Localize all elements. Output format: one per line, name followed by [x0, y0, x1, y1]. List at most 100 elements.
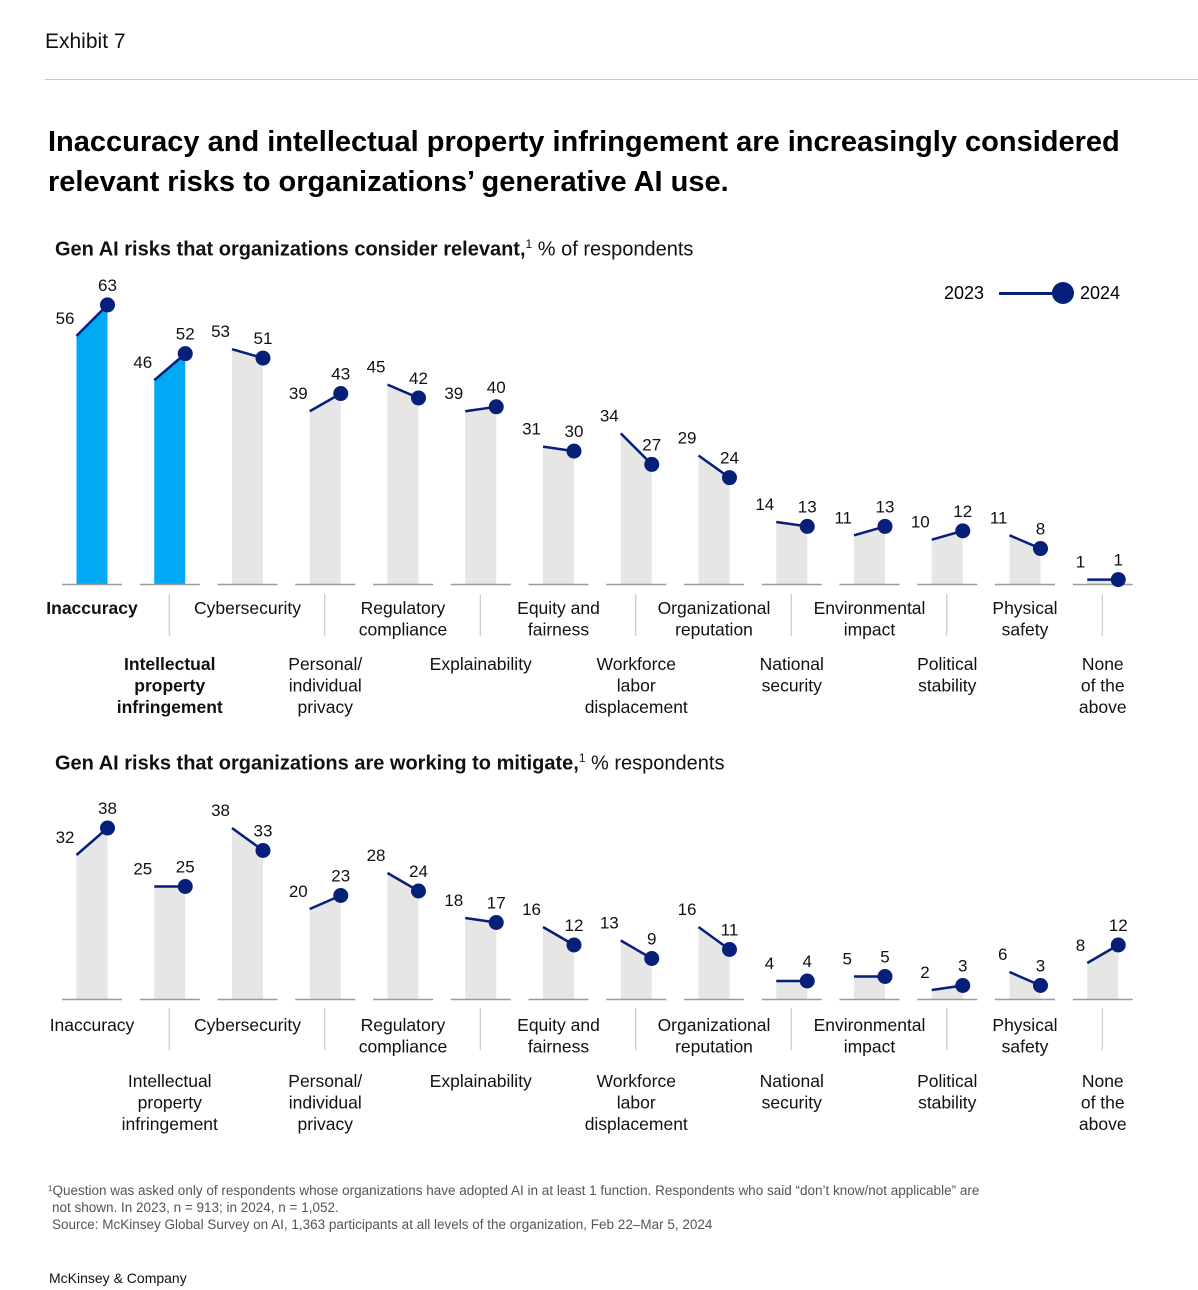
category-label-line: Physical	[992, 1015, 1057, 1035]
bar-national-security	[776, 981, 808, 999]
category-label-line: impact	[844, 1037, 896, 1057]
value-2023-intellectual-property-infringement: 25	[133, 860, 152, 879]
value-2024-none-of-the-above: 12	[1109, 916, 1128, 935]
legend-dot	[1052, 282, 1074, 304]
value-2023-none-of-the-above: 8	[1076, 936, 1085, 955]
bar-explainability	[465, 918, 497, 999]
category-label-line: reputation	[675, 1037, 753, 1057]
category-label-line: security	[762, 676, 823, 696]
value-2023-environmental-impact: 5	[843, 950, 852, 969]
category-label-line: individual	[289, 676, 362, 696]
value-2024-regulatory-compliance: 42	[409, 369, 428, 388]
dot-2024-regulatory-compliance	[411, 883, 426, 899]
value-2023-intellectual-property-infringement: 46	[133, 353, 152, 372]
category-label-line: Regulatory	[361, 1015, 446, 1035]
value-2024-environmental-impact: 5	[880, 948, 889, 967]
dot-2024-cybersecurity	[255, 843, 271, 858]
category-label-regulatory-compliance: Regulatory compliance	[359, 598, 448, 640]
bar-political-stability	[931, 530, 963, 584]
chart-relevant-risks: 56 63 46 52 53 51 39 43 45 42 39 40 31 30 34 27 29 24 14 13…	[46, 276, 1133, 717]
value-2024-political-stability: 12	[953, 502, 972, 521]
value-2024-national-security: 4	[803, 952, 812, 971]
category-label-workforce-labor-displacement: Workforce labor displacement	[585, 1071, 688, 1134]
dot-2024-organizational-reputation	[722, 942, 737, 957]
bar-intellectual-property-infringement	[154, 886, 186, 999]
bar-personal-individual-privacy	[309, 895, 341, 999]
category-label-cybersecurity: Cybersecurity	[194, 1015, 301, 1035]
value-2023-personal-individual-privacy: 39	[289, 384, 308, 403]
dot-2024-equity-and-fairness	[566, 937, 582, 953]
bar-cybersecurity	[232, 349, 263, 584]
value-2024-personal-individual-privacy: 43	[331, 365, 350, 384]
dot-2024-environmental-impact	[877, 518, 893, 534]
legend-2024-label: 2024	[1080, 283, 1121, 303]
category-label-organizational-reputation: Organizational reputation	[658, 1015, 771, 1057]
value-2024-regulatory-compliance: 24	[409, 862, 428, 881]
category-label-line: Equity and	[517, 598, 600, 618]
value-2024-national-security: 13	[798, 497, 817, 516]
bar-national-security	[776, 521, 808, 584]
category-label-inaccuracy: Inaccuracy	[46, 598, 138, 618]
category-label-personal-individual-privacy: Personal/individual privacy	[288, 1071, 362, 1134]
category-label-line: labor	[617, 676, 656, 696]
dot-2024-inaccuracy	[100, 820, 115, 836]
category-label-environmental-impact: Environmental impact	[814, 598, 926, 640]
category-label-line: Physical	[992, 598, 1057, 618]
category-label-line: security	[762, 1093, 823, 1113]
dot-2024-explainability	[488, 915, 504, 930]
chart2-title-footnote-mark: 1	[578, 751, 586, 765]
category-label-inaccuracy: Inaccuracy	[50, 1015, 135, 1035]
category-label-line: of the	[1081, 676, 1125, 696]
category-label-line: Environmental	[814, 1015, 926, 1035]
value-2024-physical-safety: 3	[1036, 957, 1045, 976]
category-label-political-stability: Political stability	[917, 1071, 977, 1113]
value-2024-workforce-labor-displacement: 9	[647, 930, 656, 949]
dot-2024-personal-individual-privacy	[333, 386, 349, 402]
category-label-line: National	[760, 654, 824, 674]
category-label-line: Inaccuracy	[46, 598, 138, 618]
dot-2024-political-stability	[955, 523, 971, 539]
value-2023-physical-safety: 6	[998, 945, 1007, 964]
value-2024-explainability: 40	[487, 378, 506, 397]
chart1-title-footnote-mark: 1	[525, 237, 533, 251]
category-label-physical-safety: Physical safety	[992, 598, 1057, 640]
category-label-line: Political	[917, 1071, 977, 1091]
category-label-line: Regulatory	[361, 598, 446, 618]
category-label-line: None	[1082, 1071, 1124, 1091]
value-2024-inaccuracy: 63	[98, 276, 117, 295]
category-label-explainability: Explainability	[430, 654, 532, 674]
value-2023-inaccuracy: 32	[56, 828, 75, 847]
bar-physical-safety	[1009, 535, 1041, 584]
dot-2024-regulatory-compliance	[411, 390, 426, 406]
category-label-line: Organizational	[658, 1015, 771, 1035]
exhibit-label: Exhibit 7	[45, 30, 126, 53]
value-2023-cybersecurity: 38	[211, 801, 230, 820]
dot-2024-intellectual-property-infringement	[177, 346, 193, 362]
dot-2024-national-security	[799, 973, 815, 989]
dot-2024-cybersecurity	[255, 350, 271, 366]
category-label-line: Cybersecurity	[194, 598, 301, 618]
category-label-equity-and-fairness: Equity and fairness	[517, 598, 600, 640]
legend: 2023 2024	[944, 280, 1134, 306]
category-label-intellectual-property-infringement: Intellectual property infringement	[117, 654, 223, 717]
value-2023-national-security: 14	[755, 495, 774, 514]
dot-2024-workforce-labor-displacement	[644, 456, 660, 472]
value-2024-equity-and-fairness: 30	[565, 422, 584, 441]
category-label-line: Explainability	[430, 1071, 532, 1091]
category-label-national-security: National security	[760, 1071, 824, 1113]
bar-regulatory-compliance	[387, 384, 419, 584]
legend-2023-label: 2023	[944, 283, 985, 303]
category-label-line: stability	[918, 676, 977, 696]
bar-organizational-reputation	[698, 455, 730, 584]
bar-regulatory-compliance	[387, 873, 419, 999]
dot-2024-equity-and-fairness	[566, 443, 582, 459]
category-label-line: property	[134, 676, 205, 696]
value-2024-none-of-the-above: 1	[1114, 551, 1123, 570]
category-label-line: Political	[917, 654, 977, 674]
value-2024-personal-individual-privacy: 23	[331, 867, 350, 886]
bar-intellectual-property-infringement	[154, 353, 186, 584]
value-2023-political-stability: 2	[920, 963, 929, 982]
category-label-line: Workforce	[597, 654, 676, 674]
value-2023-cybersecurity: 53	[211, 322, 230, 341]
